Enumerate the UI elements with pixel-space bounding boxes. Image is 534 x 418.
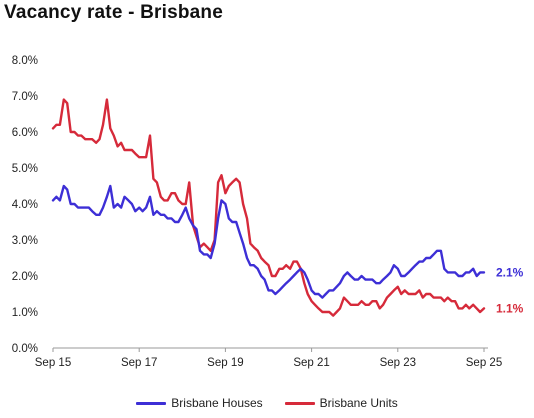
y-tick-label: 8.0% xyxy=(12,55,38,67)
series-line-houses xyxy=(51,184,486,299)
legend-item-houses[interactable]: Brisbane Houses xyxy=(136,396,263,410)
y-axis: 0.0% 1.0% 2.0% 3.0% 4.0% 5.0% 6.0% 7.0% 8.0% xyxy=(12,55,38,355)
legend-item-units[interactable]: Brisbane Units xyxy=(284,396,398,410)
y-tick-label: 4.0% xyxy=(12,199,38,211)
legend: Brisbane Houses Brisbane Units xyxy=(0,396,534,410)
y-tick-label: 2.0% xyxy=(12,271,38,283)
chart-title: Vacancy rate - Brisbane xyxy=(4,2,223,23)
legend-label-units: Brisbane Units xyxy=(319,396,398,410)
y-tick-label: 5.0% xyxy=(12,163,38,175)
x-tick-label: Sep 15 xyxy=(35,357,71,369)
x-tick-label: Sep 21 xyxy=(293,357,329,369)
x-tick-label: Sep 25 xyxy=(466,357,502,369)
x-tick-label: Sep 23 xyxy=(380,357,416,369)
y-tick-label: 3.0% xyxy=(12,235,38,247)
end-labels: 2.1% 1.1% xyxy=(496,265,524,315)
x-axis: Sep 15 Sep 17 Sep 19 Sep 21 Sep 23 Sep 25 xyxy=(35,348,502,369)
series-line-units xyxy=(51,98,486,317)
x-tick-label: Sep 17 xyxy=(121,357,157,369)
legend-swatch-houses xyxy=(136,401,167,405)
y-tick-label: 7.0% xyxy=(12,91,38,103)
x-tick-label: Sep 19 xyxy=(207,357,243,369)
end-label-units: 1.1% xyxy=(496,301,524,315)
legend-label-houses: Brisbane Houses xyxy=(171,396,263,410)
end-label-houses: 2.1% xyxy=(496,265,524,279)
y-tick-label: 6.0% xyxy=(12,127,38,139)
series-layer xyxy=(51,98,486,317)
y-tick-label: 1.0% xyxy=(12,307,38,319)
legend-swatch-units xyxy=(284,401,315,405)
y-tick-label: 0.0% xyxy=(12,343,38,355)
